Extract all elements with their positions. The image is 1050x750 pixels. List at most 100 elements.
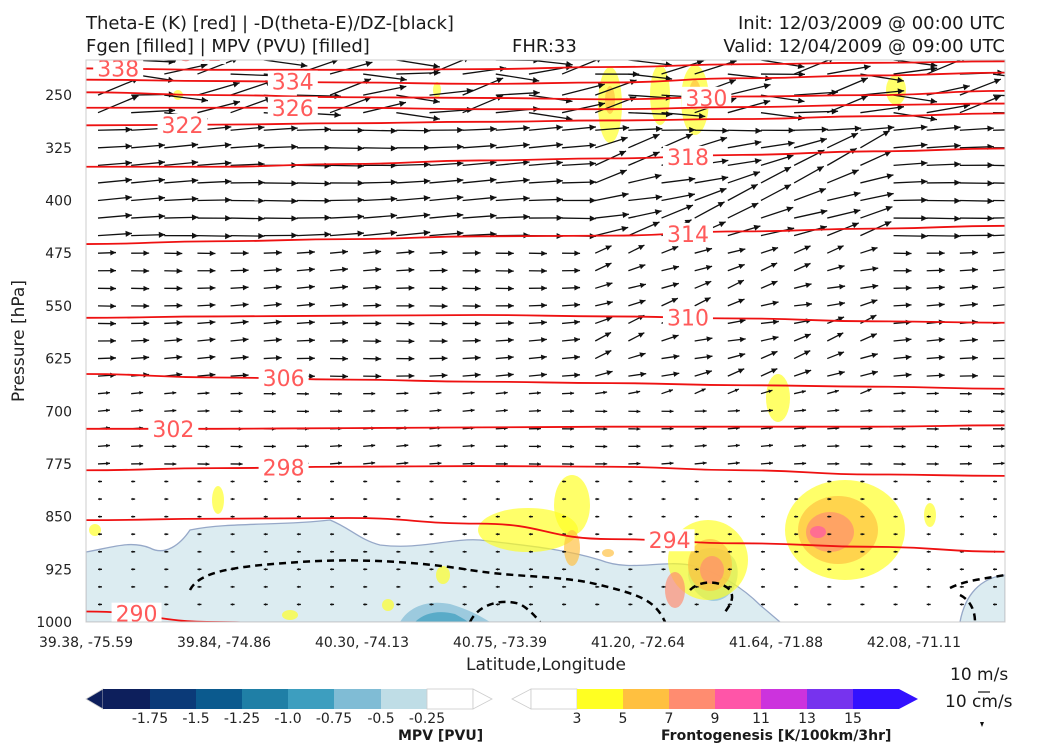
wind-vector bbox=[263, 60, 308, 67]
mpv-colorbar-segment bbox=[103, 689, 150, 709]
wind-vector-head bbox=[530, 515, 533, 518]
fgen-colorbar-tick: 9 bbox=[711, 711, 720, 727]
wind-vector-head bbox=[291, 125, 298, 132]
theta-e-label-bg bbox=[111, 602, 162, 622]
wind-vector-head bbox=[497, 532, 500, 536]
wind-vector-head bbox=[729, 497, 732, 501]
theta-e-contours: 3423383343303263223183143103063022982942… bbox=[86, 42, 1005, 622]
wind-vector-head bbox=[523, 125, 530, 132]
wind-vector-head bbox=[209, 302, 216, 308]
theta-e-label-338: 338 bbox=[97, 58, 139, 83]
wind-vector-head bbox=[704, 281, 712, 287]
wind-vector-head bbox=[968, 444, 972, 449]
wind-vector-head bbox=[242, 284, 249, 291]
wind-vector-head bbox=[987, 180, 994, 187]
wind-vector bbox=[329, 78, 372, 96]
wind-vector-head bbox=[390, 179, 398, 186]
wind-vector bbox=[561, 83, 605, 96]
fgen-colorbar-tick: 3 bbox=[573, 711, 582, 727]
wind-vector-head bbox=[820, 209, 828, 216]
wind-vector-head bbox=[437, 443, 442, 448]
wind-vector-head bbox=[367, 51, 374, 57]
wind-vector bbox=[429, 49, 473, 54]
wind-vector-head bbox=[684, 219, 692, 226]
wind-vector bbox=[992, 234, 1005, 237]
wind-vector bbox=[827, 49, 871, 51]
wind-vector-head bbox=[762, 585, 765, 589]
wind-vector bbox=[396, 36, 438, 50]
wind-vector-head bbox=[1001, 426, 1005, 431]
wind-vector-head bbox=[672, 282, 679, 288]
wind-vector-head bbox=[342, 302, 348, 308]
wind-vector-head bbox=[654, 209, 662, 216]
wind-vector bbox=[992, 217, 1005, 219]
wind-vector-head bbox=[699, 45, 705, 51]
wind-vector-head bbox=[258, 197, 265, 204]
wind-vector-head bbox=[885, 205, 893, 212]
wind-vector bbox=[230, 97, 273, 114]
wind-vector-head bbox=[828, 550, 832, 554]
wind-vector-head bbox=[860, 77, 868, 84]
wind-vector-head bbox=[971, 284, 978, 290]
wind-vector-head bbox=[490, 212, 497, 220]
wind-vector-head bbox=[705, 369, 712, 376]
wind-vector bbox=[528, 60, 573, 66]
wind-vector-head bbox=[275, 355, 282, 361]
wind-vector-head bbox=[994, 568, 997, 571]
wind-vector bbox=[926, 60, 963, 75]
wind-vector-head bbox=[342, 249, 348, 255]
wind-vector bbox=[595, 44, 639, 49]
theta-e-line-322 bbox=[86, 112, 1005, 127]
wind-vector bbox=[230, 60, 234, 61]
wind-vector-head bbox=[589, 215, 597, 222]
fgen-blob bbox=[700, 556, 724, 584]
wind-vector-head bbox=[920, 124, 928, 131]
wind-vector-head bbox=[308, 266, 315, 273]
fgen-colorbar-segment bbox=[623, 689, 669, 709]
wind-vector-head bbox=[298, 568, 301, 571]
wind-vector-head bbox=[232, 45, 239, 51]
wind-vector-head bbox=[772, 319, 779, 325]
wind-vector-head bbox=[961, 515, 964, 518]
theta-e-line-338 bbox=[86, 60, 1005, 71]
fgen-colorbar-extend-left bbox=[511, 688, 532, 710]
wind-vector-head bbox=[441, 355, 448, 362]
wind-vector-head bbox=[300, 62, 308, 69]
wind-vector-head bbox=[541, 285, 547, 291]
wind-vector-head bbox=[762, 568, 765, 571]
wind-vector-head bbox=[298, 480, 301, 483]
wind-vector-head bbox=[928, 585, 931, 589]
theta-e-label-342: 342 bbox=[180, 42, 222, 67]
wind-vector-head bbox=[132, 532, 136, 536]
wind-vector-head bbox=[798, 71, 805, 78]
wind-vector-head bbox=[662, 585, 666, 589]
theta-e-label-bg bbox=[662, 222, 713, 245]
wind-vector-head bbox=[964, 52, 971, 58]
wind-vector-head bbox=[938, 354, 945, 361]
fgen-blob bbox=[382, 599, 394, 611]
wind-vector-head bbox=[630, 46, 637, 52]
wind-vector-head bbox=[198, 603, 202, 606]
wind-vector-head bbox=[802, 461, 807, 466]
wind-vector-head bbox=[541, 250, 547, 257]
wind-vector-head bbox=[729, 603, 732, 606]
wind-vector bbox=[926, 60, 930, 61]
wind-vector-head bbox=[755, 127, 762, 134]
wind-vector-head bbox=[231, 515, 235, 518]
theta-e-label-298: 298 bbox=[263, 457, 305, 482]
wind-vector bbox=[827, 77, 869, 96]
wind-vector-head bbox=[863, 64, 871, 71]
ref-vector-vertical-label: 10 cm/s bbox=[945, 692, 1013, 712]
wind-vector-head bbox=[497, 550, 500, 554]
wind-vector-head bbox=[408, 267, 415, 273]
wind-vector-head bbox=[762, 603, 765, 606]
wind-vector-head bbox=[804, 263, 811, 269]
wind-vector-head bbox=[768, 443, 773, 448]
wind-vector-head bbox=[605, 316, 613, 322]
wind-vector-head bbox=[861, 532, 865, 536]
theta-e-label-bg bbox=[267, 96, 318, 119]
wind-vector-head bbox=[1031, 110, 1037, 116]
theta-e-line-302 bbox=[86, 424, 1005, 430]
wind-vector-head bbox=[835, 461, 840, 466]
wind-vector-head bbox=[165, 532, 169, 536]
